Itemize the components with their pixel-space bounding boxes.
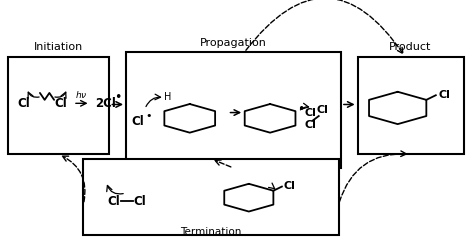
Text: $h\nu$: $h\nu$ bbox=[75, 89, 87, 99]
FancyBboxPatch shape bbox=[126, 53, 341, 168]
FancyBboxPatch shape bbox=[8, 57, 109, 154]
Text: •: • bbox=[145, 111, 151, 121]
Text: H: H bbox=[164, 92, 171, 102]
Text: Cl: Cl bbox=[284, 181, 296, 191]
Text: Cl: Cl bbox=[134, 195, 146, 208]
Text: Cl: Cl bbox=[304, 120, 316, 130]
Text: Cl: Cl bbox=[17, 97, 30, 110]
Text: •: • bbox=[297, 103, 304, 116]
Text: Propagation: Propagation bbox=[200, 38, 267, 48]
FancyBboxPatch shape bbox=[83, 159, 338, 235]
Text: Cl: Cl bbox=[438, 89, 450, 99]
Text: Cl: Cl bbox=[108, 195, 120, 208]
Text: 2Cl: 2Cl bbox=[95, 97, 116, 110]
Text: Cl: Cl bbox=[316, 105, 328, 115]
Text: Cl: Cl bbox=[304, 108, 316, 118]
FancyBboxPatch shape bbox=[357, 57, 464, 154]
Text: Cl: Cl bbox=[131, 115, 144, 128]
Text: Initiation: Initiation bbox=[34, 43, 83, 53]
Text: Product: Product bbox=[389, 43, 432, 53]
Text: Termination: Termination bbox=[180, 227, 242, 237]
Text: Cl: Cl bbox=[54, 97, 67, 110]
Text: •: • bbox=[114, 91, 122, 104]
